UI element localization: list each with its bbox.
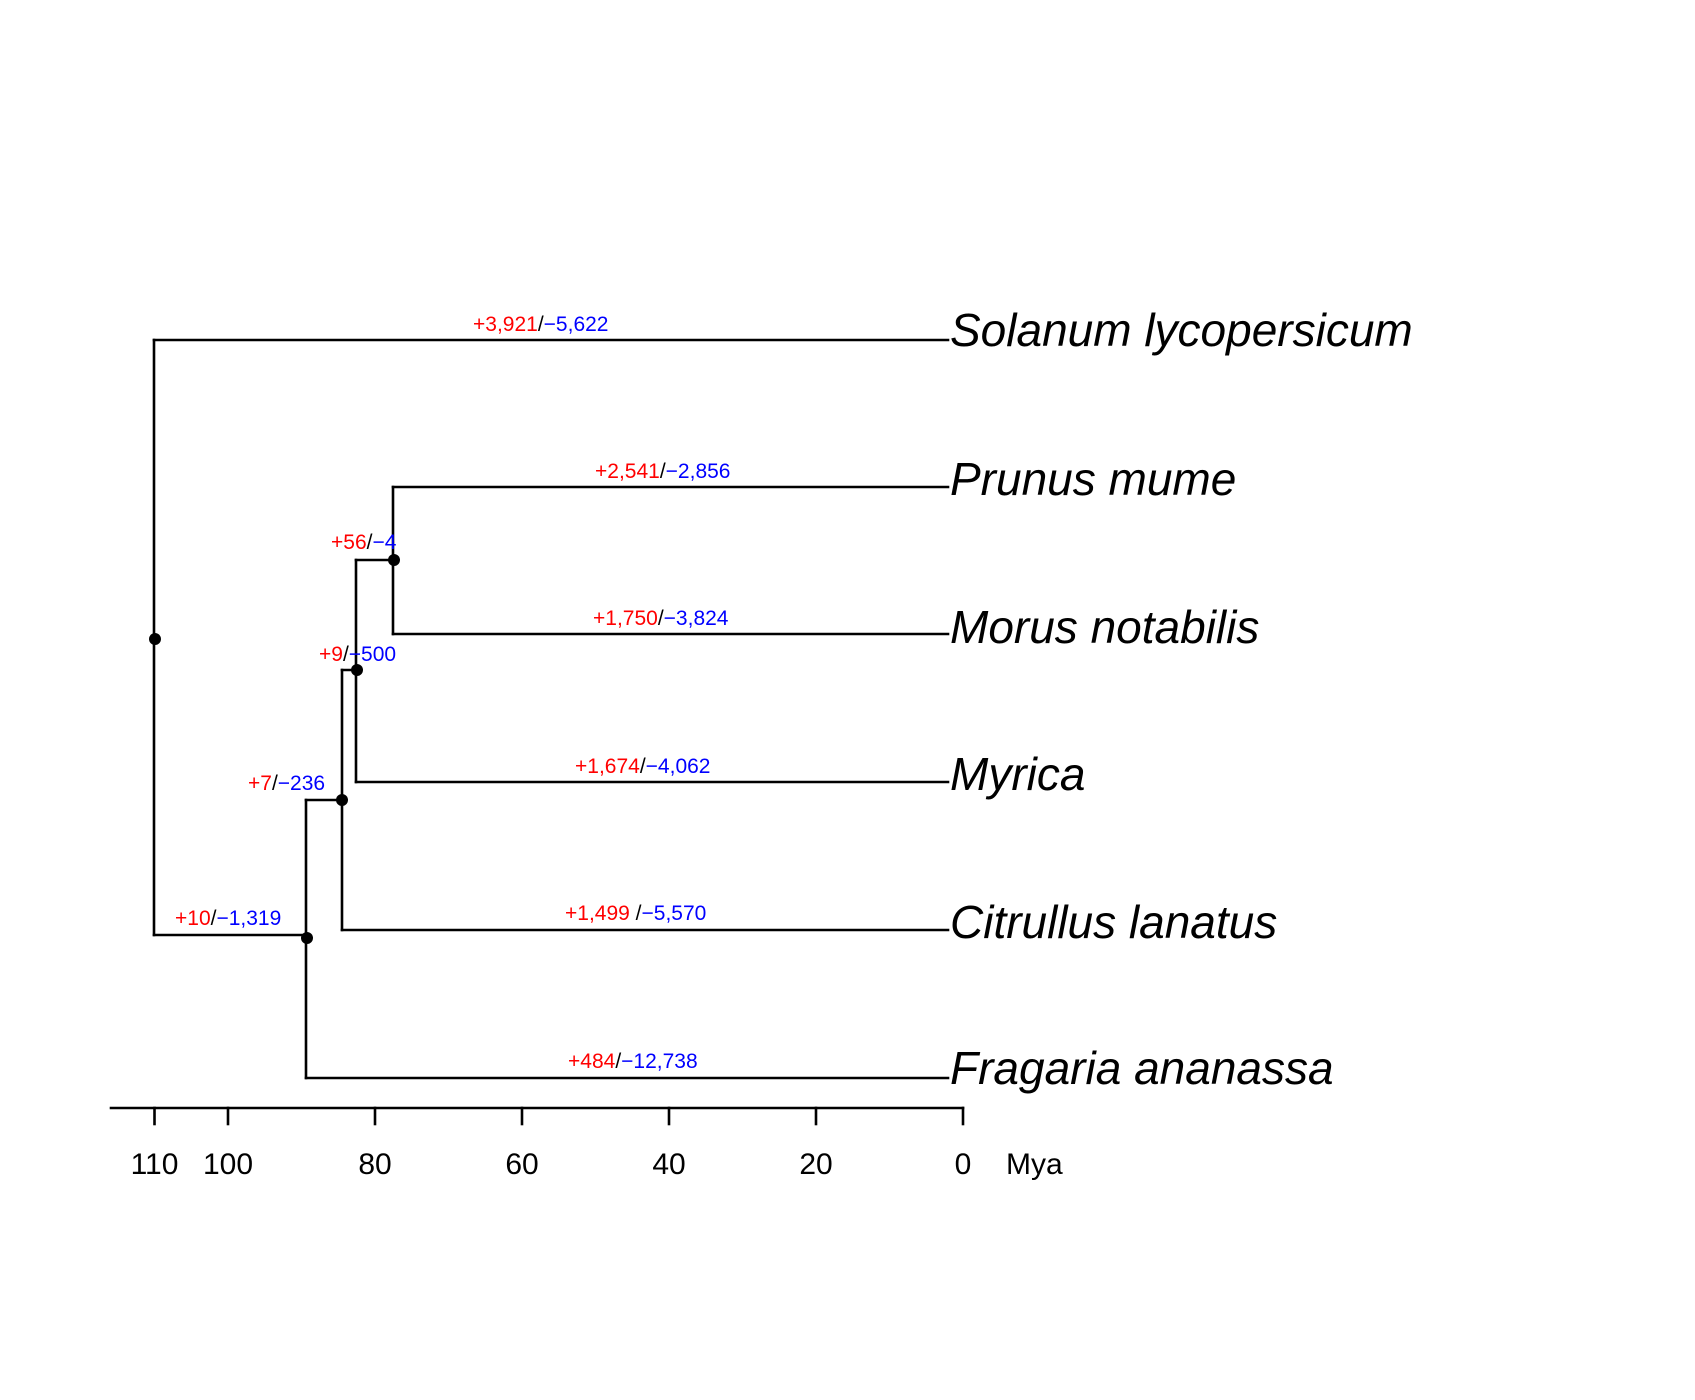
separator: /	[538, 313, 544, 336]
change-label-myrica-node: +9/−500	[319, 643, 396, 666]
separator: /	[272, 772, 278, 795]
taxon-label-solanum: Solanum lycopersicum	[950, 304, 1413, 356]
node-dot-citrullus-node	[336, 794, 348, 806]
separator: /	[630, 902, 642, 925]
loss-value: −1,319	[216, 907, 281, 930]
separator: /	[640, 755, 646, 778]
loss-value: −12,738	[621, 1050, 698, 1073]
taxon-label-myrica: Myrica	[950, 748, 1085, 800]
time-axis-tick-label: 60	[505, 1148, 538, 1181]
separator: /	[615, 1050, 621, 1073]
time-axis-ticks: 110 100 80 60 40 20 0	[131, 1106, 972, 1181]
taxon-label-prunus: Prunus mume	[950, 453, 1236, 505]
separator: /	[211, 907, 217, 930]
change-label-prunus-morus-node: +56/−4	[331, 531, 397, 554]
taxon-labels: Solanum lycopersicum Prunus mume Morus n…	[950, 304, 1413, 1094]
time-axis-unit-label: Mya	[1006, 1148, 1063, 1181]
loss-value: −5,570	[642, 902, 707, 925]
node-dot-root	[149, 633, 161, 645]
change-label-morus: +1,750/−3,824	[593, 607, 729, 630]
gain-value: +1,750	[593, 607, 658, 630]
change-label-fragaria-node: +10/−1,319	[175, 907, 281, 930]
gain-value: +484	[568, 1050, 616, 1073]
change-label-solanum: +3,921/−5,622	[473, 313, 609, 336]
time-axis: 110 100 80 60 40 20 0 Mya	[109, 1106, 1063, 1181]
time-axis-tick-label: 0	[955, 1148, 972, 1181]
loss-value: −5,622	[544, 313, 609, 336]
loss-value: −4,062	[646, 755, 711, 778]
loss-value: −2,856	[666, 460, 731, 483]
loss-value: −4	[372, 531, 396, 554]
time-axis-tick-label: 80	[358, 1148, 391, 1181]
change-label-fragaria: +484/−12,738	[568, 1050, 698, 1073]
change-label-citrullus-node: +7/−236	[248, 772, 325, 795]
node-dot-fragaria-node	[301, 932, 313, 944]
taxon-label-morus: Morus notabilis	[950, 601, 1259, 653]
time-axis-tick-label: 20	[799, 1148, 832, 1181]
change-label-prunus: +2,541/−2,856	[595, 460, 731, 483]
separator: /	[658, 607, 664, 630]
taxon-label-citrullus: Citrullus lanatus	[950, 896, 1277, 948]
node-dot-myrica-node	[351, 664, 363, 676]
separator: /	[343, 643, 349, 666]
loss-value: −236	[278, 772, 325, 795]
loss-value: −3,824	[664, 607, 729, 630]
gain-value: +56	[331, 531, 367, 554]
node-dot-prunus-morus-node	[388, 554, 400, 566]
time-axis-tick-label: 110	[131, 1148, 179, 1181]
gain-value: +7	[248, 772, 272, 795]
gain-value: +3,921	[473, 313, 538, 336]
gain-value: +9	[319, 643, 343, 666]
gain-value: +10	[175, 907, 211, 930]
gain-value: +1,499	[565, 902, 630, 925]
taxon-label-fragaria: Fragaria ananassa	[950, 1042, 1334, 1094]
tree-node-dots	[149, 554, 400, 944]
time-axis-tick-label: 40	[652, 1148, 685, 1181]
time-axis-tick-label: 100	[203, 1148, 253, 1181]
gain-value: +2,541	[595, 460, 660, 483]
change-label-citrullus: +1,499 /−5,570	[565, 902, 706, 925]
gene-change-labels: +3,921/−5,622 +2,541/−2,856 +1,750/−3,82…	[175, 313, 731, 1073]
gain-value: +1,674	[575, 755, 640, 778]
separator: /	[660, 460, 666, 483]
tree-branches	[152, 338, 950, 1080]
separator: /	[367, 531, 373, 554]
change-label-myrica: +1,674/−4,062	[575, 755, 711, 778]
loss-value: −500	[349, 643, 396, 666]
